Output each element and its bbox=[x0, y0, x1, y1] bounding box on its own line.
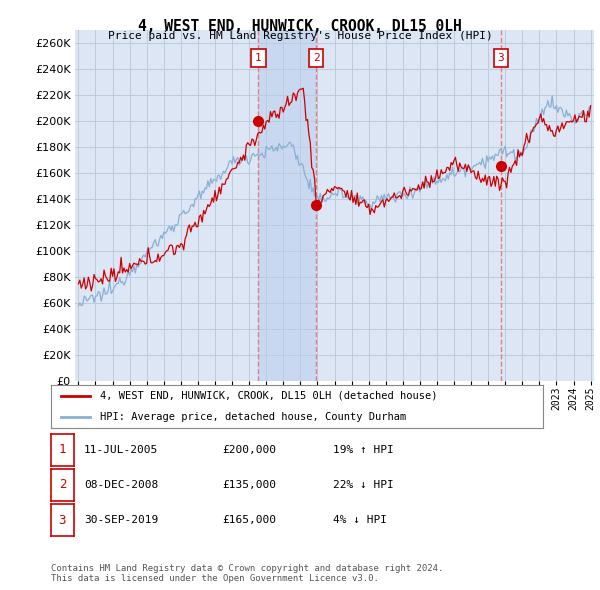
Text: 1: 1 bbox=[59, 443, 66, 456]
Text: 11-JUL-2005: 11-JUL-2005 bbox=[84, 445, 158, 454]
Text: Contains HM Land Registry data © Crown copyright and database right 2024.
This d: Contains HM Land Registry data © Crown c… bbox=[51, 563, 443, 583]
Text: 08-DEC-2008: 08-DEC-2008 bbox=[84, 480, 158, 490]
Text: 4, WEST END, HUNWICK, CROOK, DL15 0LH: 4, WEST END, HUNWICK, CROOK, DL15 0LH bbox=[138, 19, 462, 34]
Text: Price paid vs. HM Land Registry's House Price Index (HPI): Price paid vs. HM Land Registry's House … bbox=[107, 31, 493, 41]
Text: 3: 3 bbox=[497, 53, 505, 63]
Bar bbox=[259, 30, 316, 381]
Text: £165,000: £165,000 bbox=[222, 516, 276, 525]
Text: 4, WEST END, HUNWICK, CROOK, DL15 0LH (detached house): 4, WEST END, HUNWICK, CROOK, DL15 0LH (d… bbox=[100, 391, 438, 401]
Text: £135,000: £135,000 bbox=[222, 480, 276, 490]
Text: £200,000: £200,000 bbox=[222, 445, 276, 454]
Text: 2: 2 bbox=[313, 53, 319, 63]
Text: 1: 1 bbox=[255, 53, 262, 63]
Text: 2: 2 bbox=[59, 478, 66, 491]
Text: 22% ↓ HPI: 22% ↓ HPI bbox=[333, 480, 394, 490]
Text: 19% ↑ HPI: 19% ↑ HPI bbox=[333, 445, 394, 454]
Text: 3: 3 bbox=[59, 514, 66, 527]
Text: 4% ↓ HPI: 4% ↓ HPI bbox=[333, 516, 387, 525]
Text: 30-SEP-2019: 30-SEP-2019 bbox=[84, 516, 158, 525]
Text: HPI: Average price, detached house, County Durham: HPI: Average price, detached house, Coun… bbox=[100, 412, 406, 422]
